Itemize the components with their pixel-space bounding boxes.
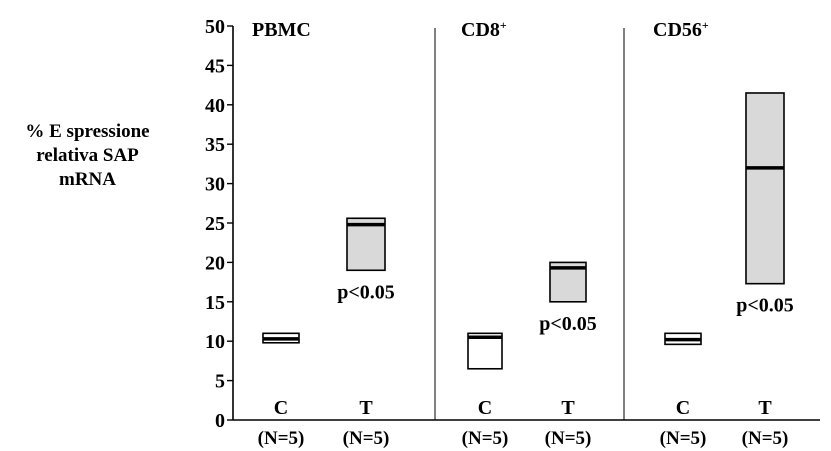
y-tick-label-40: 40 [205, 95, 225, 117]
p-value-annotation: p<0.05 [736, 295, 794, 317]
group-n-label: (N=5) [343, 428, 390, 449]
group-label-t: T [758, 397, 772, 419]
y-tick-label-45: 45 [205, 55, 225, 77]
group-n-label: (N=5) [462, 428, 509, 449]
y-axis-label: % E spressione relativa SAP mRNA [0, 120, 175, 192]
box-pbmc-t [346, 217, 386, 272]
group-label-t: T [561, 397, 575, 419]
box-cd8-c [467, 332, 503, 370]
y-tick-label-0: 0 [215, 410, 225, 432]
panel-title-2: CD8+ [461, 18, 507, 41]
p-value-annotation: p<0.05 [539, 313, 597, 335]
y-tick-label-20: 20 [205, 252, 225, 274]
group-label-c: C [478, 397, 492, 419]
group-n-label: (N=5) [660, 428, 707, 449]
y-axis-label-line-1: % E spressione [25, 121, 150, 142]
group-label-c: C [274, 397, 288, 419]
group-n-label: (N=5) [258, 428, 305, 449]
y-tick-label-30: 30 [205, 174, 225, 196]
group-n-label: (N=5) [742, 428, 789, 449]
y-tick-label-15: 15 [205, 292, 225, 314]
panel-title-superscript: + [500, 18, 507, 32]
y-axis-label-line-2: relativa SAP [36, 145, 139, 166]
y-tick-label-35: 35 [205, 134, 225, 156]
panel-title-superscript: + [702, 18, 709, 32]
y-tick-label-25: 25 [205, 213, 225, 235]
p-value-annotation: p<0.05 [337, 281, 395, 303]
y-axis-label-line-3: mRNA [59, 169, 116, 190]
panel-title-1: PBMC [252, 19, 311, 41]
y-tick-label-10: 10 [205, 331, 225, 353]
group-label-t: T [359, 397, 373, 419]
y-tick-label-5: 5 [215, 371, 225, 393]
group-label-c: C [676, 397, 690, 419]
y-tick-label-50: 50 [205, 16, 225, 38]
panel-title-3: CD56+ [653, 18, 709, 41]
box-cd56-t [745, 92, 785, 285]
group-n-label: (N=5) [545, 428, 592, 449]
